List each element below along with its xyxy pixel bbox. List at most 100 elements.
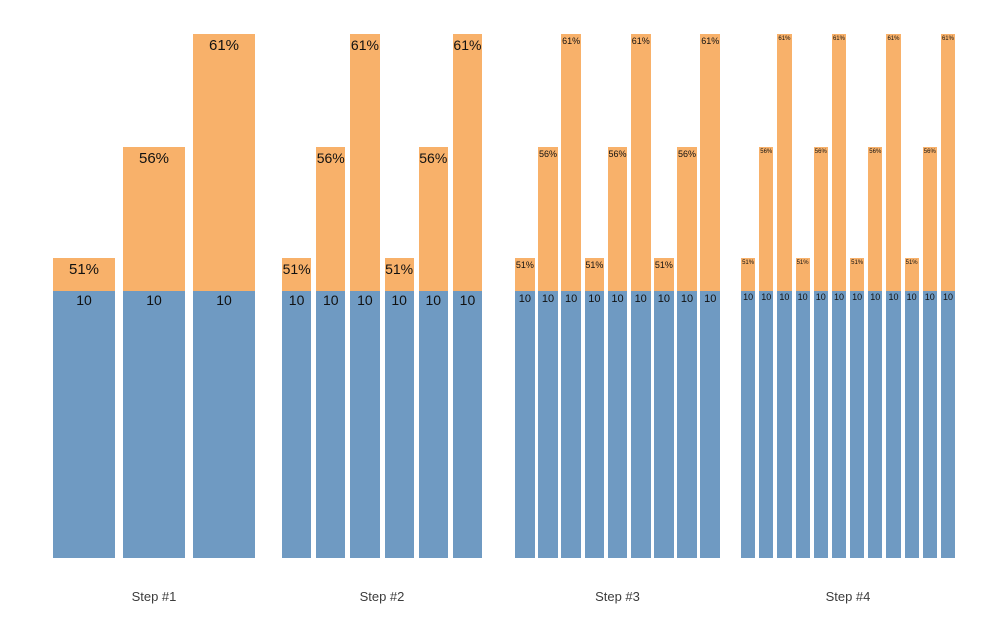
pct-segment: 56% — [538, 147, 558, 291]
bar-group-step-1: 51% 10 56% 10 61% 10 Step #1 — [53, 0, 255, 618]
pct-label: 51% — [796, 260, 809, 266]
base-label: 10 — [657, 293, 670, 305]
base-label: 10 — [518, 293, 531, 305]
base-segment: 10 — [886, 291, 901, 558]
base-segment: 10 — [700, 291, 721, 558]
base-label: 10 — [870, 292, 881, 302]
stacked-bar: 61% 10 — [350, 34, 380, 558]
stacked-bar: 51% 10 — [904, 258, 919, 558]
pct-segment: 51% — [850, 258, 865, 291]
bar-row: 51% 10 56% 10 61% 10 51% 10 56% 10 61% 10 51% 10 56% 10… — [515, 0, 721, 558]
base-label: 10 — [322, 292, 339, 308]
base-segment: 10 — [831, 291, 847, 558]
pct-label: 61% — [453, 37, 482, 53]
base-label: 10 — [634, 293, 647, 305]
pct-label: 56% — [869, 149, 882, 155]
base-segment: 10 — [282, 291, 312, 558]
stacked-bar: 56% 10 — [316, 147, 346, 558]
stacked-bar: 56% 10 — [607, 147, 628, 558]
stacked-bar: 56% 10 — [538, 147, 558, 558]
base-label: 10 — [146, 292, 162, 308]
stacked-bar: 56% 10 — [922, 147, 937, 558]
pct-label: 51% — [515, 260, 534, 270]
stacked-bar: 61% 10 — [940, 34, 956, 558]
pct-segment: 56% — [922, 147, 937, 291]
base-segment: 10 — [759, 291, 774, 558]
pct-label: 51% — [585, 260, 604, 270]
pct-label: 51% — [905, 260, 918, 266]
base-segment: 10 — [561, 291, 582, 558]
stacked-bar: 61% 10 — [193, 34, 255, 558]
pct-segment: 56% — [868, 147, 883, 291]
pct-label: 56% — [419, 150, 448, 166]
stacked-bar: 51% 10 — [850, 258, 865, 558]
pct-segment: 56% — [677, 147, 697, 291]
base-label: 10 — [797, 292, 808, 302]
pct-segment: 51% — [515, 258, 535, 291]
pct-segment: 56% — [123, 147, 185, 291]
pct-segment: 61% — [700, 34, 721, 291]
pct-segment: 56% — [418, 147, 448, 291]
pct-segment: 51% — [654, 258, 674, 291]
base-label: 10 — [425, 292, 442, 308]
stacked-bar: 61% 10 — [886, 34, 901, 558]
stacked-bar: 51% 10 — [584, 258, 605, 558]
base-segment: 10 — [630, 291, 651, 558]
pct-label: 51% — [654, 260, 673, 270]
pct-segment: 56% — [759, 147, 774, 291]
base-label: 10 — [541, 293, 555, 305]
pct-segment: 51% — [584, 258, 605, 291]
base-label: 10 — [761, 292, 772, 302]
stacked-bar: 51% 10 — [53, 258, 115, 558]
pct-label: 51% — [385, 261, 414, 277]
pct-label: 56% — [608, 149, 627, 159]
pct-segment: 61% — [193, 34, 255, 291]
stacked-bar: 61% 10 — [831, 34, 847, 558]
base-label: 10 — [391, 292, 407, 308]
pct-label: 61% — [887, 36, 900, 42]
pct-segment: 51% — [384, 258, 414, 291]
base-label: 10 — [852, 292, 863, 302]
pct-segment: 61% — [630, 34, 651, 291]
base-segment: 10 — [452, 291, 483, 558]
base-segment: 10 — [584, 291, 605, 558]
bar-row: 51% 10 56% 10 61% 10 51% 10 56% 10 61% 10 51% 10 56% 10… — [741, 0, 956, 558]
base-label: 10 — [704, 293, 717, 305]
pct-label: 56% — [138, 150, 170, 167]
base-segment: 10 — [654, 291, 674, 558]
base-segment: 10 — [123, 291, 185, 558]
base-label: 10 — [565, 293, 578, 305]
stacked-bar: 56% 10 — [677, 147, 697, 558]
group-label: Step #2 — [359, 589, 405, 604]
stacked-bar: 51% 10 — [384, 258, 414, 558]
base-segment: 10 — [940, 291, 956, 558]
pct-label: 51% — [742, 260, 755, 266]
stacked-bar: 56% 10 — [868, 147, 883, 558]
pct-label: 51% — [68, 261, 100, 278]
pct-label: 61% — [941, 36, 954, 42]
base-label: 10 — [906, 292, 917, 302]
base-segment: 10 — [53, 291, 115, 558]
pct-label: 51% — [282, 261, 311, 277]
stacked-bar: 61% 10 — [630, 34, 651, 558]
pct-label: 56% — [316, 150, 345, 166]
pct-segment: 61% — [561, 34, 582, 291]
pct-label: 61% — [350, 37, 379, 53]
stacked-bar: 51% 10 — [654, 258, 674, 558]
group-label: Step #3 — [595, 589, 640, 604]
bar-group-step-2: 51% 10 56% 10 61% 10 51% 10 56% 10 61% 10 Step #2 — [282, 0, 483, 618]
base-segment: 10 — [538, 291, 558, 558]
stacked-bar: 51% 10 — [282, 258, 312, 558]
pct-label: 61% — [208, 37, 240, 54]
stacked-bar: 56% 10 — [418, 147, 448, 558]
pct-label: 51% — [851, 260, 864, 266]
base-segment: 10 — [607, 291, 628, 558]
bar-row: 51% 10 56% 10 61% 10 — [53, 0, 255, 558]
pct-segment: 51% — [53, 258, 115, 291]
pct-segment: 56% — [813, 147, 828, 291]
pct-label: 61% — [778, 36, 791, 42]
base-label: 10 — [924, 292, 935, 302]
base-segment: 10 — [193, 291, 255, 558]
base-label: 10 — [680, 293, 694, 305]
